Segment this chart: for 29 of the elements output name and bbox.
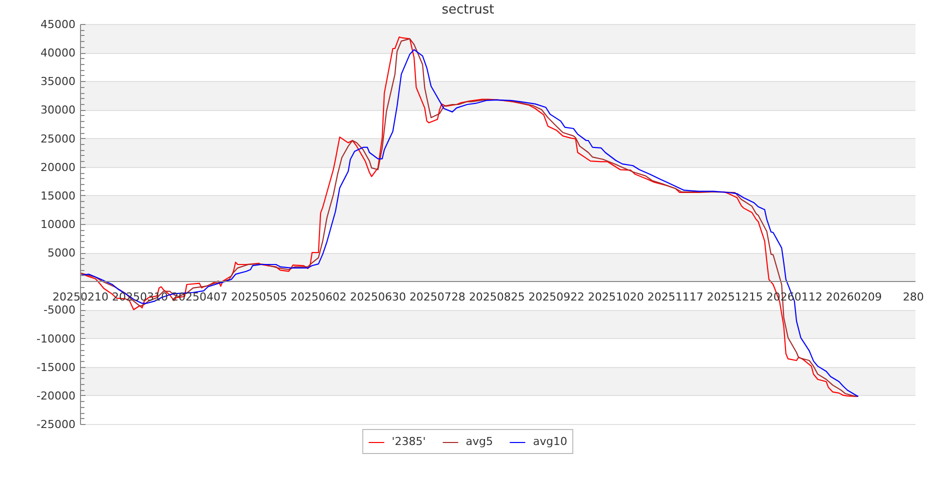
y-tick-label: -5000: [44, 304, 76, 317]
legend-label: avg10: [533, 435, 568, 448]
y-tick-label: -20000: [36, 389, 76, 402]
y-tick-label: 25000: [40, 132, 76, 146]
y-tick-label: -25000: [36, 418, 76, 431]
x-tick-label: 20250728: [409, 290, 466, 304]
y-tick-label: 5000: [48, 246, 76, 260]
legend-label: '2385': [392, 435, 426, 448]
y-tick-label: -15000: [36, 360, 76, 374]
x-tick-label: 20251215: [706, 290, 763, 304]
y-tick-label: 15000: [40, 189, 76, 202]
x-tick-label: 20250630: [350, 290, 406, 304]
y-tick-label: 35000: [40, 75, 76, 88]
x-tick-label: 20251020: [588, 290, 644, 304]
x-tick-label: 20250602: [290, 290, 346, 304]
x-tick-label: 20250922: [528, 290, 584, 304]
y-tick-label: 20000: [40, 160, 76, 174]
y-tick-label: -10000: [36, 332, 76, 346]
x-tick-label: 280: [902, 290, 924, 304]
legend-label: avg5: [466, 435, 494, 448]
y-tick-label: 40000: [40, 46, 76, 60]
y-tick-label: 10000: [40, 218, 76, 231]
x-tick-label: 20260209: [826, 290, 882, 304]
chart-title: sectrust: [442, 2, 494, 18]
y-tick-label: 45000: [40, 18, 76, 31]
x-tick-label: 20250825: [468, 290, 525, 304]
x-tick-label: 20250505: [230, 290, 287, 304]
y-tick-label: 30000: [40, 104, 76, 117]
x-tick-label: 20251117: [647, 290, 704, 304]
